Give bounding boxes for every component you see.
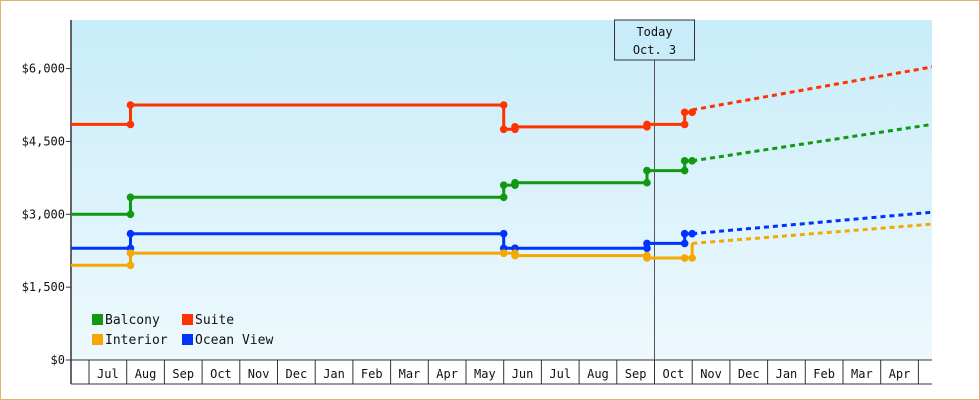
y-tick-label: $4,500: [22, 134, 65, 148]
data-point-ocean-view: [680, 229, 689, 238]
x-tick-label: Oct: [210, 367, 232, 381]
y-tick-label: $1,500: [22, 280, 65, 294]
x-tick-label: Nov: [248, 367, 270, 381]
legend-label: Ocean View: [195, 333, 273, 348]
series-balcony: [71, 122, 932, 219]
x-tick-label: Jul: [97, 367, 119, 381]
data-point-balcony: [126, 210, 135, 219]
x-tick-label: Apr: [889, 367, 911, 381]
legend-swatch: [182, 334, 193, 345]
data-point-suite: [688, 108, 696, 117]
x-tick-label: May: [474, 367, 496, 381]
data-point-ocean-view: [680, 239, 689, 248]
series-ocean-view: [63, 210, 932, 253]
data-point-interior: [126, 249, 135, 257]
series-interior: [63, 222, 932, 270]
y-tick-label: $6,000: [22, 62, 65, 76]
x-tick-label: Mar: [399, 367, 421, 381]
data-point-interior: [688, 254, 696, 262]
data-point-balcony: [126, 193, 135, 202]
data-point-ocean-view: [499, 229, 508, 238]
x-tick-label: Feb: [813, 367, 835, 381]
x-tick-label: Sep: [625, 367, 647, 381]
x-tick-label: Aug: [587, 367, 609, 381]
series-suite: [63, 65, 932, 134]
data-point-suite: [126, 120, 135, 129]
series-forecast-balcony: [691, 122, 932, 163]
data-point-ocean-view: [688, 229, 696, 238]
data-point-balcony: [511, 178, 519, 187]
x-tick-label: Dec: [286, 367, 308, 381]
legend-swatch: [92, 314, 103, 325]
data-point-balcony: [499, 181, 508, 189]
data-point-ocean-view: [126, 229, 135, 238]
legend-label: Balcony: [105, 313, 160, 328]
x-tick-label: Aug: [135, 367, 157, 381]
data-point-suite: [680, 120, 689, 129]
x-tick-label: Nov: [700, 367, 722, 381]
legend-swatch: [92, 334, 103, 345]
today-date: Oct. 3: [633, 43, 676, 57]
data-point-interior: [126, 261, 135, 270]
data-point-balcony: [680, 157, 689, 165]
x-tick-label: Oct: [663, 367, 685, 381]
data-point-suite: [643, 120, 651, 129]
data-point-suite: [499, 125, 508, 134]
data-point-balcony: [499, 193, 508, 202]
data-point-suite: [511, 123, 519, 131]
x-tick-label: Jan: [323, 367, 345, 381]
series-forecast-ocean-view: [692, 210, 932, 236]
data-point-suite: [499, 101, 508, 109]
legend-swatch: [182, 314, 193, 325]
legend-label: Interior: [105, 333, 168, 348]
data-point-ocean-view: [63, 244, 71, 252]
x-tick-label: Jun: [512, 367, 534, 381]
series-forecast-suite: [691, 65, 932, 112]
data-point-balcony: [688, 157, 696, 165]
x-tick-label: Apr: [436, 367, 458, 381]
x-tick-label: Sep: [172, 367, 194, 381]
data-point-ocean-view: [643, 239, 651, 248]
series-forecast-interior: [692, 222, 932, 245]
y-tick-label: $0: [51, 353, 65, 367]
x-tick-label: Feb: [361, 367, 383, 381]
x-tick-label: Jul: [549, 367, 571, 381]
data-point-balcony: [643, 166, 651, 175]
data-point-balcony: [680, 166, 689, 175]
today-box: [614, 19, 695, 61]
x-tick-label: Dec: [738, 367, 760, 381]
data-point-suite: [680, 108, 689, 117]
x-tick-label: Jan: [776, 367, 798, 381]
x-tick-label: Mar: [851, 367, 873, 381]
data-point-balcony: [643, 178, 651, 187]
today-label: Today: [636, 25, 672, 39]
data-point-interior: [511, 251, 519, 260]
data-point-suite: [63, 121, 71, 129]
data-point-suite: [126, 101, 135, 109]
legend-label: Suite: [195, 313, 234, 328]
plot-background: [71, 20, 932, 360]
data-point-interior: [643, 254, 651, 262]
data-point-interior: [499, 249, 508, 257]
data-point-interior: [63, 261, 71, 269]
y-tick-label: $3,000: [22, 207, 65, 221]
data-point-interior: [680, 254, 689, 262]
